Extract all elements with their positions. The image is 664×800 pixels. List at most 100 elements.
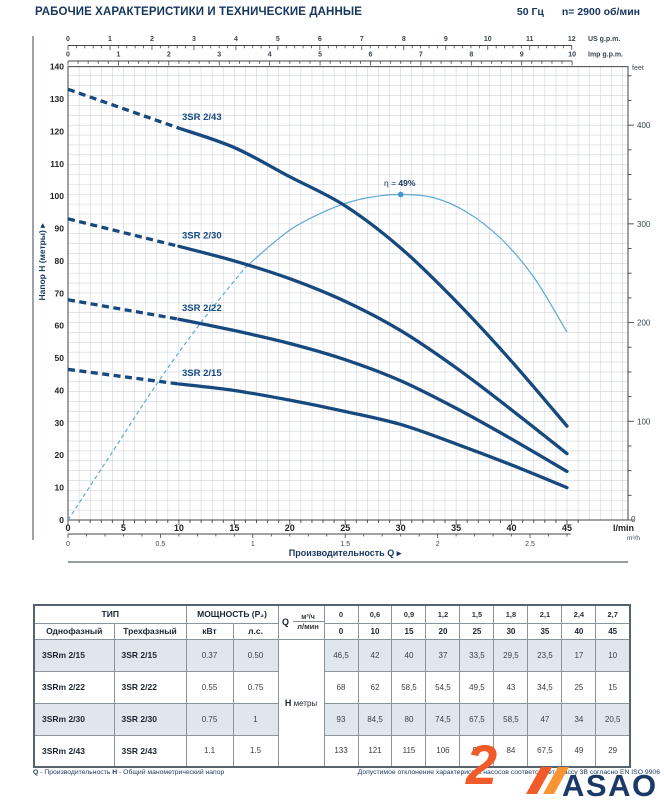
imp-gpm-tick-label: 6 <box>369 52 373 59</box>
q-m3h-value: 0 <box>323 604 359 624</box>
page-title: РАБОЧИЕ ХАРАКТЕРИСТИКИ И ТЕХНИЧЕСКИЕ ДАН… <box>35 6 362 18</box>
us-gpm-tick-label: 12 <box>568 36 576 43</box>
head-value: 29 <box>595 734 631 768</box>
head-value: 17 <box>561 638 597 672</box>
x-axis-title: Производительность Q ▸ <box>289 548 402 558</box>
us-gpm-tick-label: 6 <box>318 36 322 43</box>
meters-tick-label: 0 <box>59 515 64 525</box>
head-value: 47 <box>527 702 563 736</box>
lmin-tick-label: 45 <box>562 523 572 533</box>
pump-curve: 3SR 2/43 <box>67 87 569 428</box>
table-row: 3SRm 2/43 3SR 2/43 1.1 1.5 133 121 115 106 97 84 6… <box>33 734 631 768</box>
lmin-tick-label: 10 <box>174 523 184 533</box>
footnote-legend: Q - Производительность H - Общий маномет… <box>33 769 225 776</box>
lmin-tick-label: 5 <box>121 523 126 533</box>
col-header-hp: л.с. <box>232 622 279 640</box>
meters-tick-label: 140 <box>50 62 64 72</box>
meters-tick-label: 90 <box>55 224 65 234</box>
meters-tick-label: 120 <box>50 126 64 136</box>
curve-label: 3SR 2/43 <box>182 112 222 123</box>
imp-gpm-tick-label: 5 <box>318 52 322 59</box>
us-gpm-tick-label: 11 <box>526 36 534 43</box>
pump-type-three: 3SR 2/15 <box>113 638 187 672</box>
meters-tick-label: 100 <box>50 191 64 201</box>
head-value: 106 <box>425 734 461 768</box>
m3h-tick-label: 2.5 <box>525 541 535 548</box>
curve-label: 3SR 2/22 <box>182 303 222 314</box>
us-gpm-tick-label: 4 <box>234 36 238 43</box>
power-hp: 0.75 <box>232 670 279 704</box>
lmin-tick-label: 20 <box>285 523 295 533</box>
axis-lmin: 0 5 10 15 20 25 30 35 40 45 l/min <box>65 520 634 533</box>
us-gpm-tick-label: 9 <box>444 36 448 43</box>
us-gpm-tick-label: 0 <box>66 36 70 43</box>
pump-type-three: 3SR 2/22 <box>113 670 187 704</box>
head-value: 29,5 <box>493 638 529 672</box>
head-value: 49 <box>561 734 597 768</box>
performance-chart: 0 1 2 3 4 5 6 7 8 9 10 11 12 US g.p.m.0 1 2 3 4 5 6 7 8 9 10 Imp… <box>32 36 651 563</box>
pump-type-single: 3SRm 2/43 <box>33 734 115 768</box>
meters-tick-label: 20 <box>55 450 65 460</box>
feet-unit: feet <box>632 65 644 72</box>
head-value: 46,5 <box>323 638 359 672</box>
page-header: РАБОЧИЕ ХАРАКТЕРИСТИКИ И ТЕХНИЧЕСКИЕ ДАН… <box>35 6 640 18</box>
lmin-tick-label: 0 <box>65 523 70 533</box>
q-lmin-value: 35 <box>527 622 563 640</box>
head-value: 10 <box>595 638 631 672</box>
plot-border <box>67 66 629 521</box>
feet-tick-label: 100 <box>637 417 651 426</box>
q-m3h-value: 2,1 <box>527 604 563 624</box>
h-unit: метры <box>293 698 318 708</box>
head-value: 133 <box>323 734 359 768</box>
head-value: 23,5 <box>527 638 563 672</box>
q-lmin-value: 45 <box>595 622 631 640</box>
h-letter: H <box>284 697 292 708</box>
lmin-tick-label: 15 <box>229 523 239 533</box>
head-value: 121 <box>357 734 393 768</box>
q-unit-m3h: м³/ч <box>301 613 315 621</box>
col-header-single: Однофазный <box>33 622 115 640</box>
table-row: 3SRm 2/22 3SR 2/22 0.55 0.75 68 62 58,5 54,5 49,… <box>33 670 631 704</box>
us-gpm-tick-label: 1 <box>108 36 112 43</box>
efficiency-label: η = 49% <box>384 178 416 188</box>
footnote-tolerance: Допустимое отклонение характеристик насо… <box>357 769 660 776</box>
power-kw: 0.37 <box>185 638 234 672</box>
table-row: 3SRm 2/15 3SR 2/15 0.37 0.50 H метры 46,5 42 40… <box>33 638 631 768</box>
head-value: 49,5 <box>459 670 495 704</box>
head-value: 68 <box>323 670 359 704</box>
meters-tick-label: 10 <box>55 483 65 493</box>
q-m3h-value: 1,5 <box>459 604 495 624</box>
feet-tick-label: 200 <box>637 319 651 328</box>
head-value: 43 <box>493 670 529 704</box>
head-value: 74,5 <box>425 702 461 736</box>
head-value: 25 <box>561 670 597 704</box>
q-lmin-value: 10 <box>357 622 393 640</box>
head-value: 15 <box>595 670 631 704</box>
q-m3h-value: 2,7 <box>595 604 631 624</box>
logo-stripe-2 <box>543 767 569 794</box>
head-value: 33,5 <box>459 638 495 672</box>
imp-gpm-tick-label: 4 <box>268 52 272 59</box>
q-unit-lmin: л/мин <box>292 620 324 631</box>
table-row: 3SRm 2/30 3SR 2/30 0.75 1 93 84,5 80 74,5 67,5 58… <box>33 702 631 736</box>
lmin-tick-label: 35 <box>451 523 461 533</box>
head-value: 80 <box>391 702 427 736</box>
us-gpm-tick-label: 8 <box>402 36 406 43</box>
curve-label: 3SR 2/30 <box>182 230 222 241</box>
h-header: H метры <box>277 638 325 768</box>
col-header-kw: кВт <box>185 622 234 640</box>
meters-tick-label: 70 <box>55 288 65 298</box>
axis-us-gpm: 0 1 2 3 4 5 6 7 8 9 10 11 12 US g.p.m. <box>66 36 620 50</box>
m3h-tick-label: 2 <box>436 541 440 548</box>
meters-tick-label: 60 <box>55 321 65 331</box>
meters-tick-label: 110 <box>50 159 64 169</box>
head-value: 34,5 <box>527 670 563 704</box>
us-gpm-tick-label: 5 <box>276 36 280 43</box>
pump-type-three: 3SR 2/30 <box>113 702 187 736</box>
axis-feet: 100 200 300 400 0 feet <box>628 65 651 524</box>
imp-gpm-tick-label: 10 <box>568 52 576 59</box>
feet-tick-label: 300 <box>637 220 651 229</box>
power-kw: 0.55 <box>185 670 234 704</box>
pump-type-three: 3SR 2/43 <box>113 734 187 768</box>
axis-meters: 0 10 20 30 40 50 60 70 80 90 100 110 120 130 140 Напор … <box>37 62 64 525</box>
